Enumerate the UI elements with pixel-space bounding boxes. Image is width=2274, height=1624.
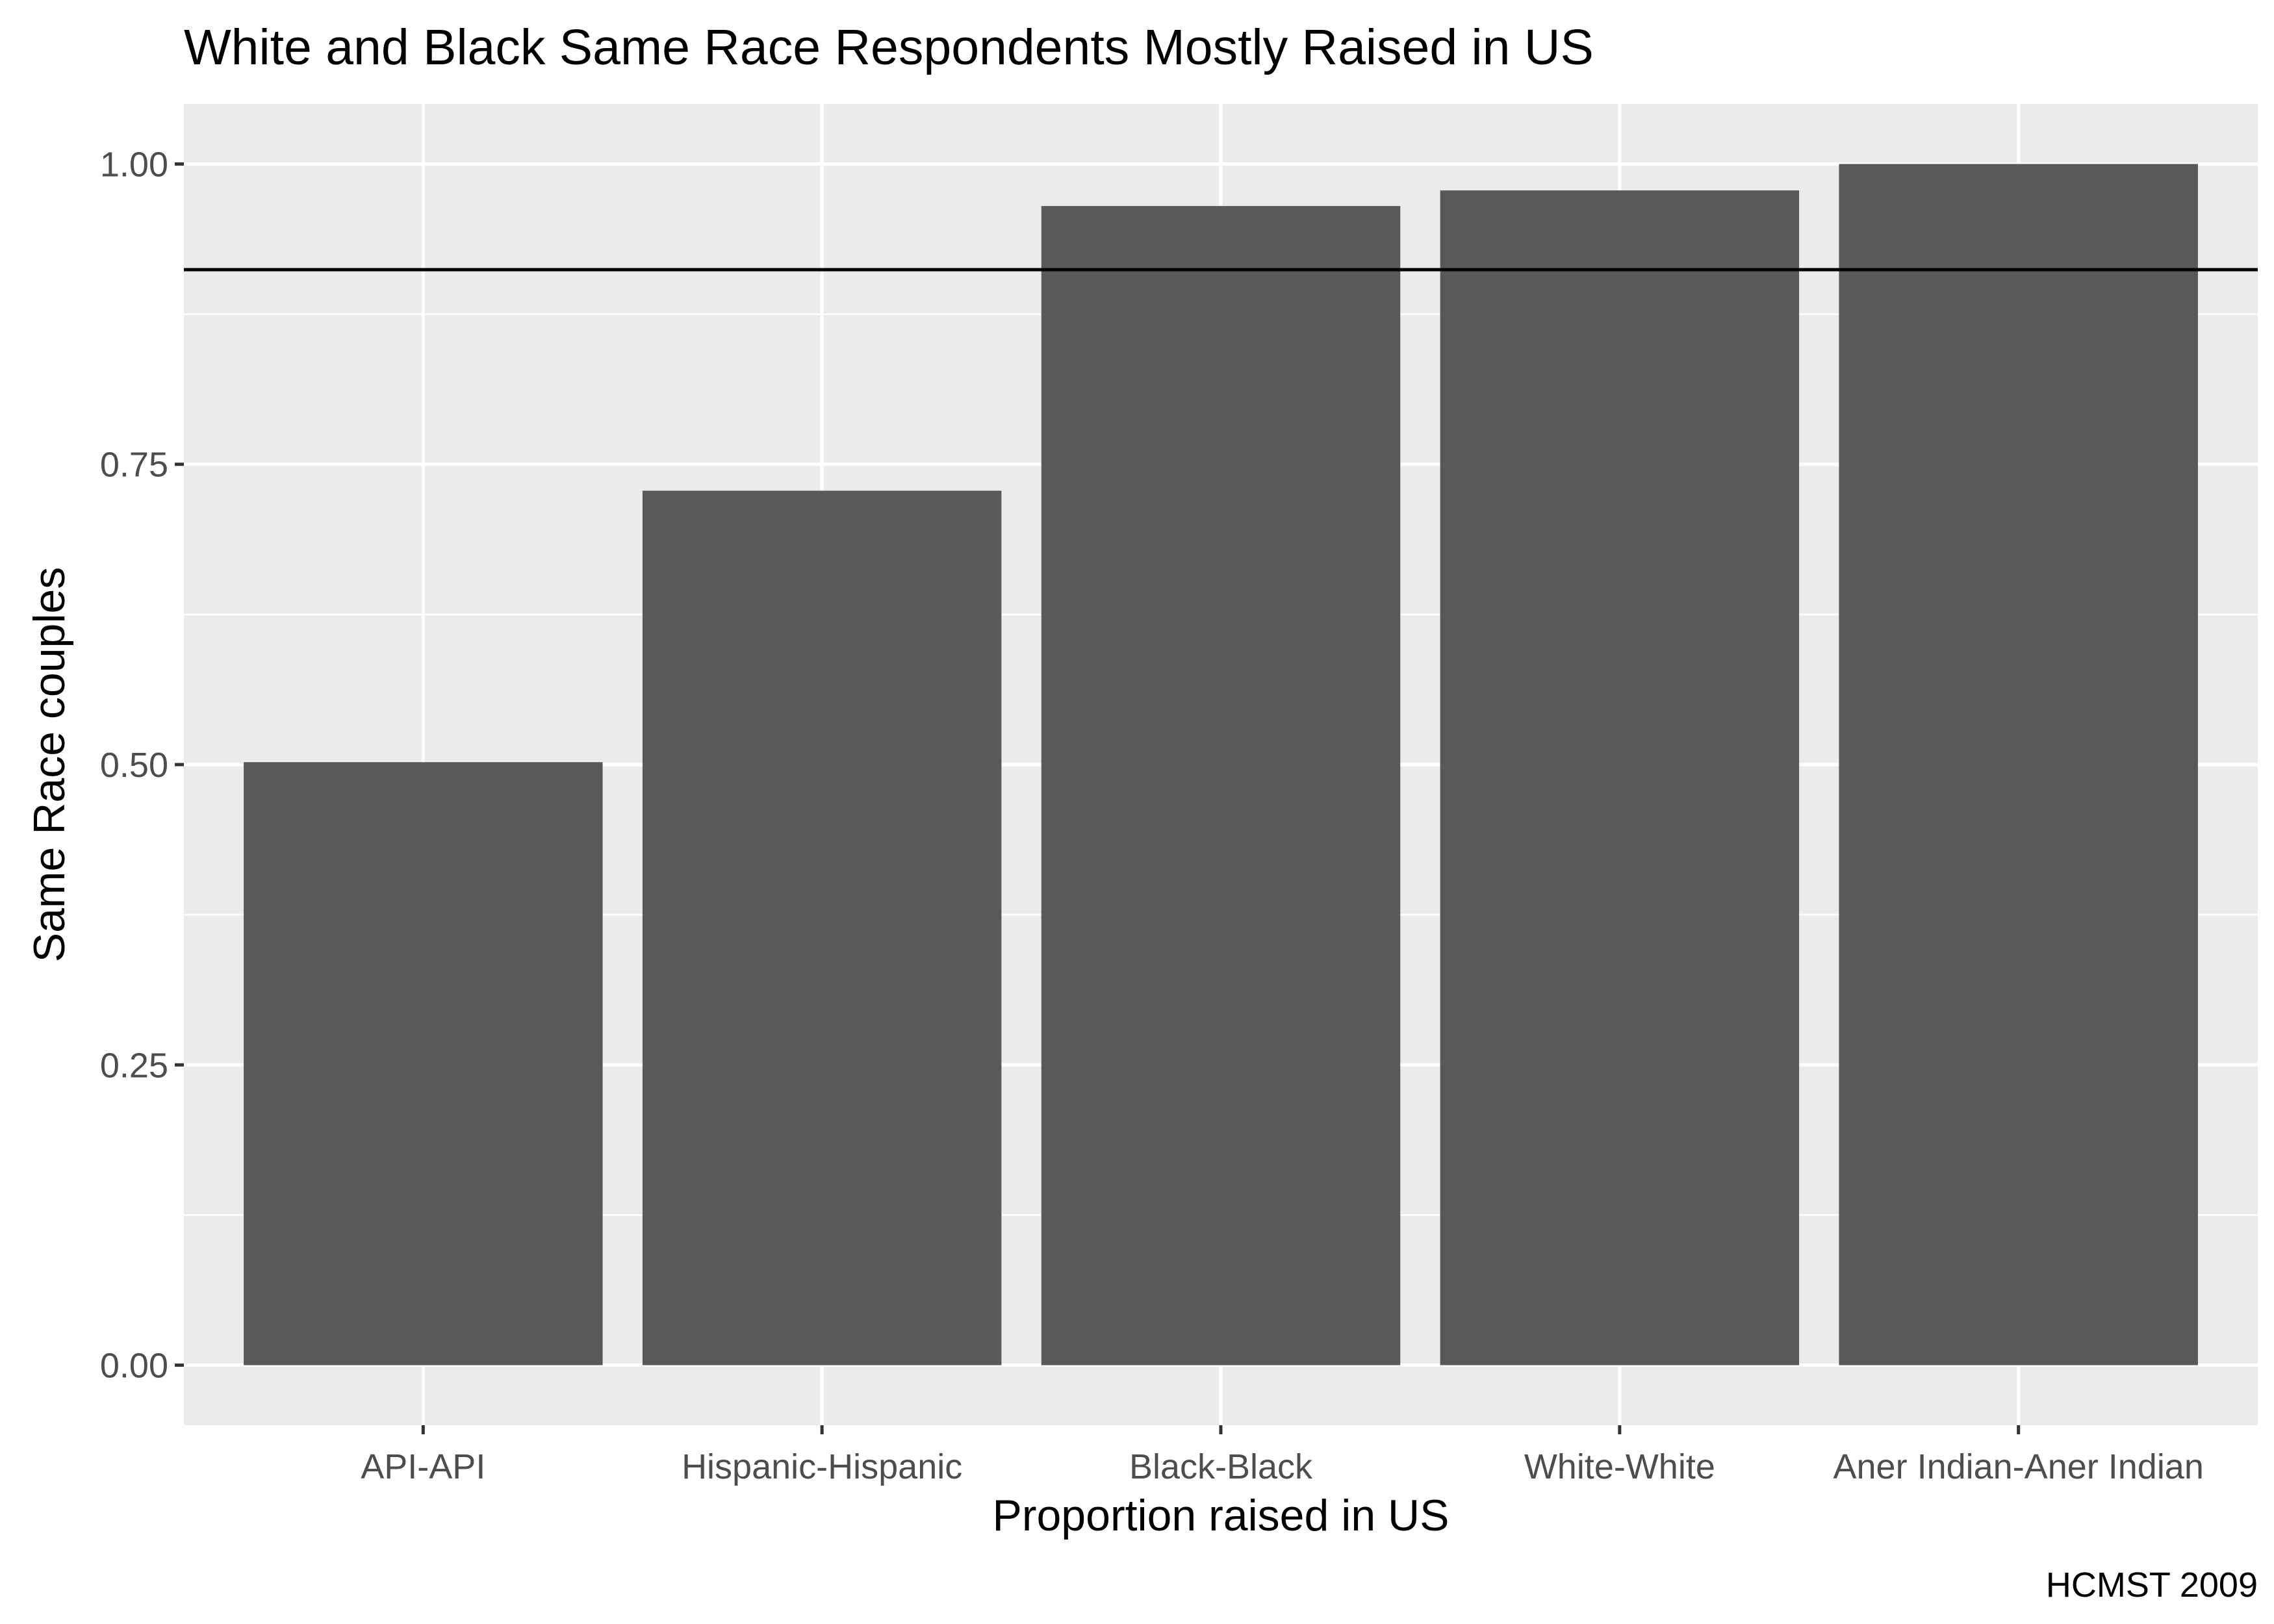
y-tick-label: 0.00 — [100, 1347, 168, 1386]
x-tick-label: Aner Indian-Aner Indian — [1833, 1447, 2204, 1486]
x-axis: API-API Hispanic-Hispanic Black-Black White… — [361, 1425, 2204, 1486]
x-tick-label: Hispanic-Hispanic — [682, 1447, 962, 1486]
x-tick-label: Black-Black — [1129, 1447, 1313, 1486]
x-tick-label: API-API — [361, 1447, 485, 1486]
bar-2 — [642, 490, 1002, 1365]
y-tick-label: 1.00 — [100, 145, 168, 184]
bars — [244, 164, 2198, 1365]
bar-3 — [1041, 206, 1401, 1365]
chart-title: White and Black Same Race Respondents Mo… — [184, 19, 1594, 75]
y-tick-label: 0.25 — [100, 1046, 168, 1085]
y-tick-label: 0.75 — [100, 446, 168, 485]
x-axis-title: Proportion raised in US — [992, 1491, 1449, 1540]
bar-1 — [244, 762, 603, 1365]
bar-5 — [1839, 164, 2198, 1365]
y-axis: 0.00 0.25 0.50 0.75 1.00 — [100, 145, 184, 1386]
x-tick-label: White-White — [1524, 1447, 1715, 1486]
caption: HCMST 2009 — [2046, 1566, 2258, 1605]
y-tick-label: 0.50 — [100, 746, 168, 785]
y-axis-title: Same Race couples — [25, 567, 74, 963]
bar-4 — [1440, 190, 1800, 1365]
